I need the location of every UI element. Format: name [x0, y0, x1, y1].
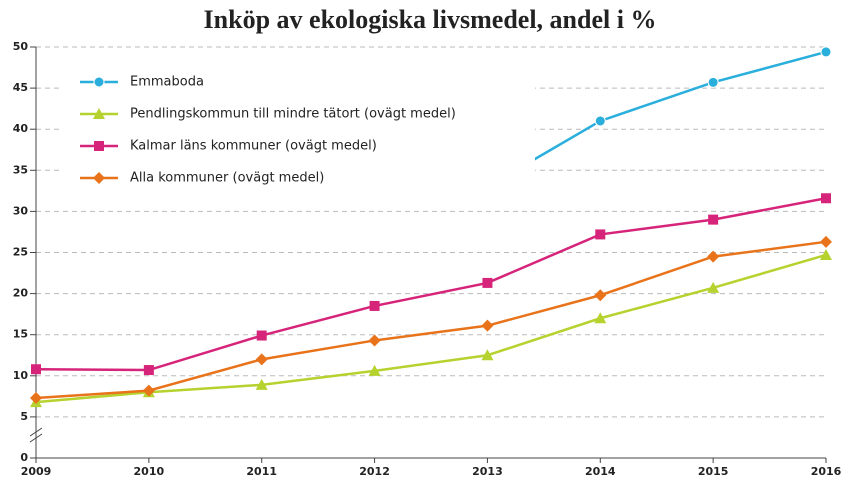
marker: [143, 365, 154, 376]
legend: Emmaboda Pendlingskommun till mindre täto…: [60, 62, 535, 202]
axis-break: [29, 427, 43, 443]
marker: [142, 384, 155, 397]
y-tick-label: 45: [13, 81, 28, 94]
series-line: [35, 253, 827, 404]
x-tick-label: 2016: [811, 465, 842, 478]
marker: [821, 193, 831, 204]
marker: [707, 250, 720, 263]
marker: [31, 364, 41, 375]
marker: [94, 141, 104, 151]
marker: [594, 289, 607, 302]
x-tick-label: 2013: [472, 465, 503, 478]
x-tick-label: 2015: [698, 465, 729, 478]
marker: [93, 108, 105, 119]
x-tick-label: 2009: [21, 465, 52, 478]
y-tick-label: 0: [20, 451, 28, 464]
y-tick-label: 15: [13, 328, 28, 341]
marker: [255, 353, 268, 366]
marker: [707, 281, 720, 293]
marker: [256, 330, 267, 341]
series-line: [486, 50, 827, 188]
marker: [482, 277, 493, 288]
series-line: [35, 197, 827, 372]
marker: [708, 214, 719, 225]
y-tick-label: 35: [13, 163, 28, 176]
legend-label: Kalmar läns kommuner (ovägt medel): [130, 139, 377, 154]
marker: [820, 235, 832, 248]
marker: [30, 391, 42, 404]
marker: [93, 76, 105, 88]
y-tick-label: 20: [13, 287, 29, 300]
marker: [594, 115, 606, 127]
chart-title: Inköp av ekologiska livsmedel, andel i %: [204, 5, 657, 34]
legend-label: Emmaboda: [130, 75, 204, 90]
marker: [255, 378, 268, 390]
x-tick-label: 2014: [585, 465, 616, 478]
marker: [707, 76, 719, 88]
y-tick-label: 50: [13, 40, 29, 53]
marker: [481, 319, 494, 332]
marker: [368, 364, 381, 376]
y-tick-label: 25: [13, 246, 28, 259]
marker: [594, 312, 607, 324]
marker: [93, 172, 105, 184]
x-tick-label: 2011: [246, 465, 277, 478]
marker: [820, 248, 832, 260]
legend-label: Alla kommuner (ovägt medel): [130, 171, 324, 186]
legend-bg: [60, 62, 535, 202]
x-tick-label: 2010: [134, 465, 165, 478]
marker: [368, 334, 381, 347]
y-tick-label: 30: [13, 204, 29, 217]
marker: [481, 349, 494, 361]
legend-label: Pendlingskommun till mindre tätort (oväg…: [130, 107, 456, 122]
marker: [369, 300, 380, 311]
marker: [595, 229, 606, 240]
series-line: [35, 240, 827, 400]
y-tick-label: 40: [13, 122, 29, 135]
marker: [820, 46, 832, 58]
y-tick-label: 5: [20, 410, 28, 423]
x-tick-label: 2012: [359, 465, 390, 478]
y-tick-label: 10: [13, 369, 29, 382]
